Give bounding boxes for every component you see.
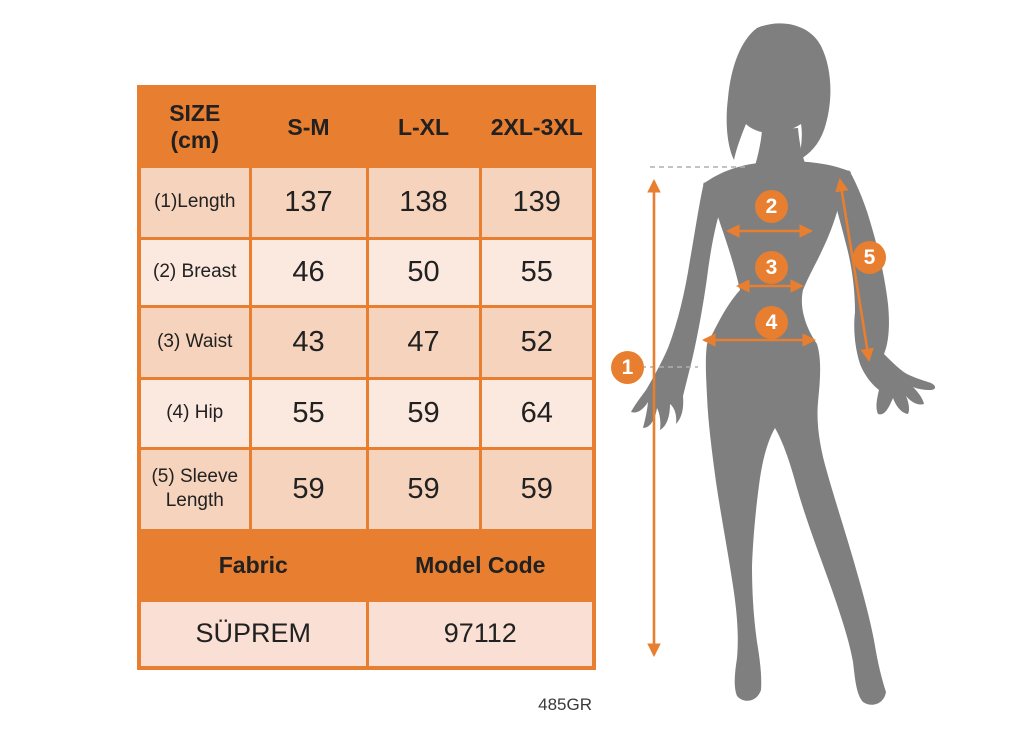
body-silhouette xyxy=(631,23,936,705)
cell-value: 137 xyxy=(248,164,369,240)
marker-5-sleeve: 5 xyxy=(853,241,886,274)
weight-note: 485GR xyxy=(538,695,592,714)
model-code-value: 97112 xyxy=(365,598,596,670)
table-row-length: (1)Length 137 138 139 xyxy=(137,164,596,240)
header-size-cm: SIZE (cm) xyxy=(137,85,252,168)
marker-3-waist: 3 xyxy=(755,251,788,284)
table-row-breast: (2) Breast 46 50 55 xyxy=(137,236,596,308)
fabric-header: Fabric xyxy=(137,528,369,602)
header-size-2xl3xl: 2XL-3XL xyxy=(478,85,596,168)
table-row-waist: (3) Waist 43 47 52 xyxy=(137,304,596,380)
cell-value: 138 xyxy=(365,164,482,240)
row-label: (4) Hip xyxy=(137,376,252,450)
cell-value: 55 xyxy=(248,376,369,450)
head-shape xyxy=(726,23,831,160)
sleeve-arrow xyxy=(835,177,874,363)
marker-4-hip: 4 xyxy=(755,306,788,339)
row-label: (2) Breast xyxy=(137,236,252,308)
cell-value: 59 xyxy=(365,446,482,532)
table-row-hip: (4) Hip 55 59 64 xyxy=(137,376,596,450)
cell-value: 59 xyxy=(478,446,596,532)
header-size-lxl: L-XL xyxy=(365,85,482,168)
cell-value: 59 xyxy=(365,376,482,450)
row-label: (1)Length xyxy=(137,164,252,240)
table-row-sleeve-length: (5) Sleeve Length 59 59 59 xyxy=(137,446,596,532)
cell-value: 47 xyxy=(365,304,482,380)
cell-value: 50 xyxy=(365,236,482,308)
cell-value: 64 xyxy=(478,376,596,450)
cell-value: 59 xyxy=(248,446,369,532)
cell-value: 55 xyxy=(478,236,596,308)
measurement-arrows xyxy=(647,177,874,658)
row-label: (3) Waist xyxy=(137,304,252,380)
torso-legs-shape xyxy=(703,161,886,705)
cell-value: 139 xyxy=(478,164,596,240)
marker-2-breast: 2 xyxy=(755,190,788,223)
cell-value: 52 xyxy=(478,304,596,380)
size-chart-table: SIZE (cm) S-M L-XL 2XL-3XL (1)Length 137… xyxy=(137,85,596,670)
header-size-sm: S-M xyxy=(248,85,369,168)
header-row: SIZE (cm) S-M L-XL 2XL-3XL xyxy=(137,85,596,168)
model-code-header: Model Code xyxy=(365,528,596,602)
left-arm-shape xyxy=(631,182,719,430)
fabric-value: SÜPREM xyxy=(137,598,369,670)
marker-1-length: 1 xyxy=(611,351,644,384)
measurement-figure xyxy=(600,0,1024,749)
footer-header-row: Fabric Model Code xyxy=(137,528,596,602)
right-arm-shape xyxy=(836,170,936,415)
cell-value: 46 xyxy=(248,236,369,308)
cell-value: 43 xyxy=(248,304,369,380)
row-label: (5) Sleeve Length xyxy=(137,446,252,532)
body-silhouette-svg xyxy=(631,23,936,705)
footer-value-row: SÜPREM 97112 xyxy=(137,598,596,670)
